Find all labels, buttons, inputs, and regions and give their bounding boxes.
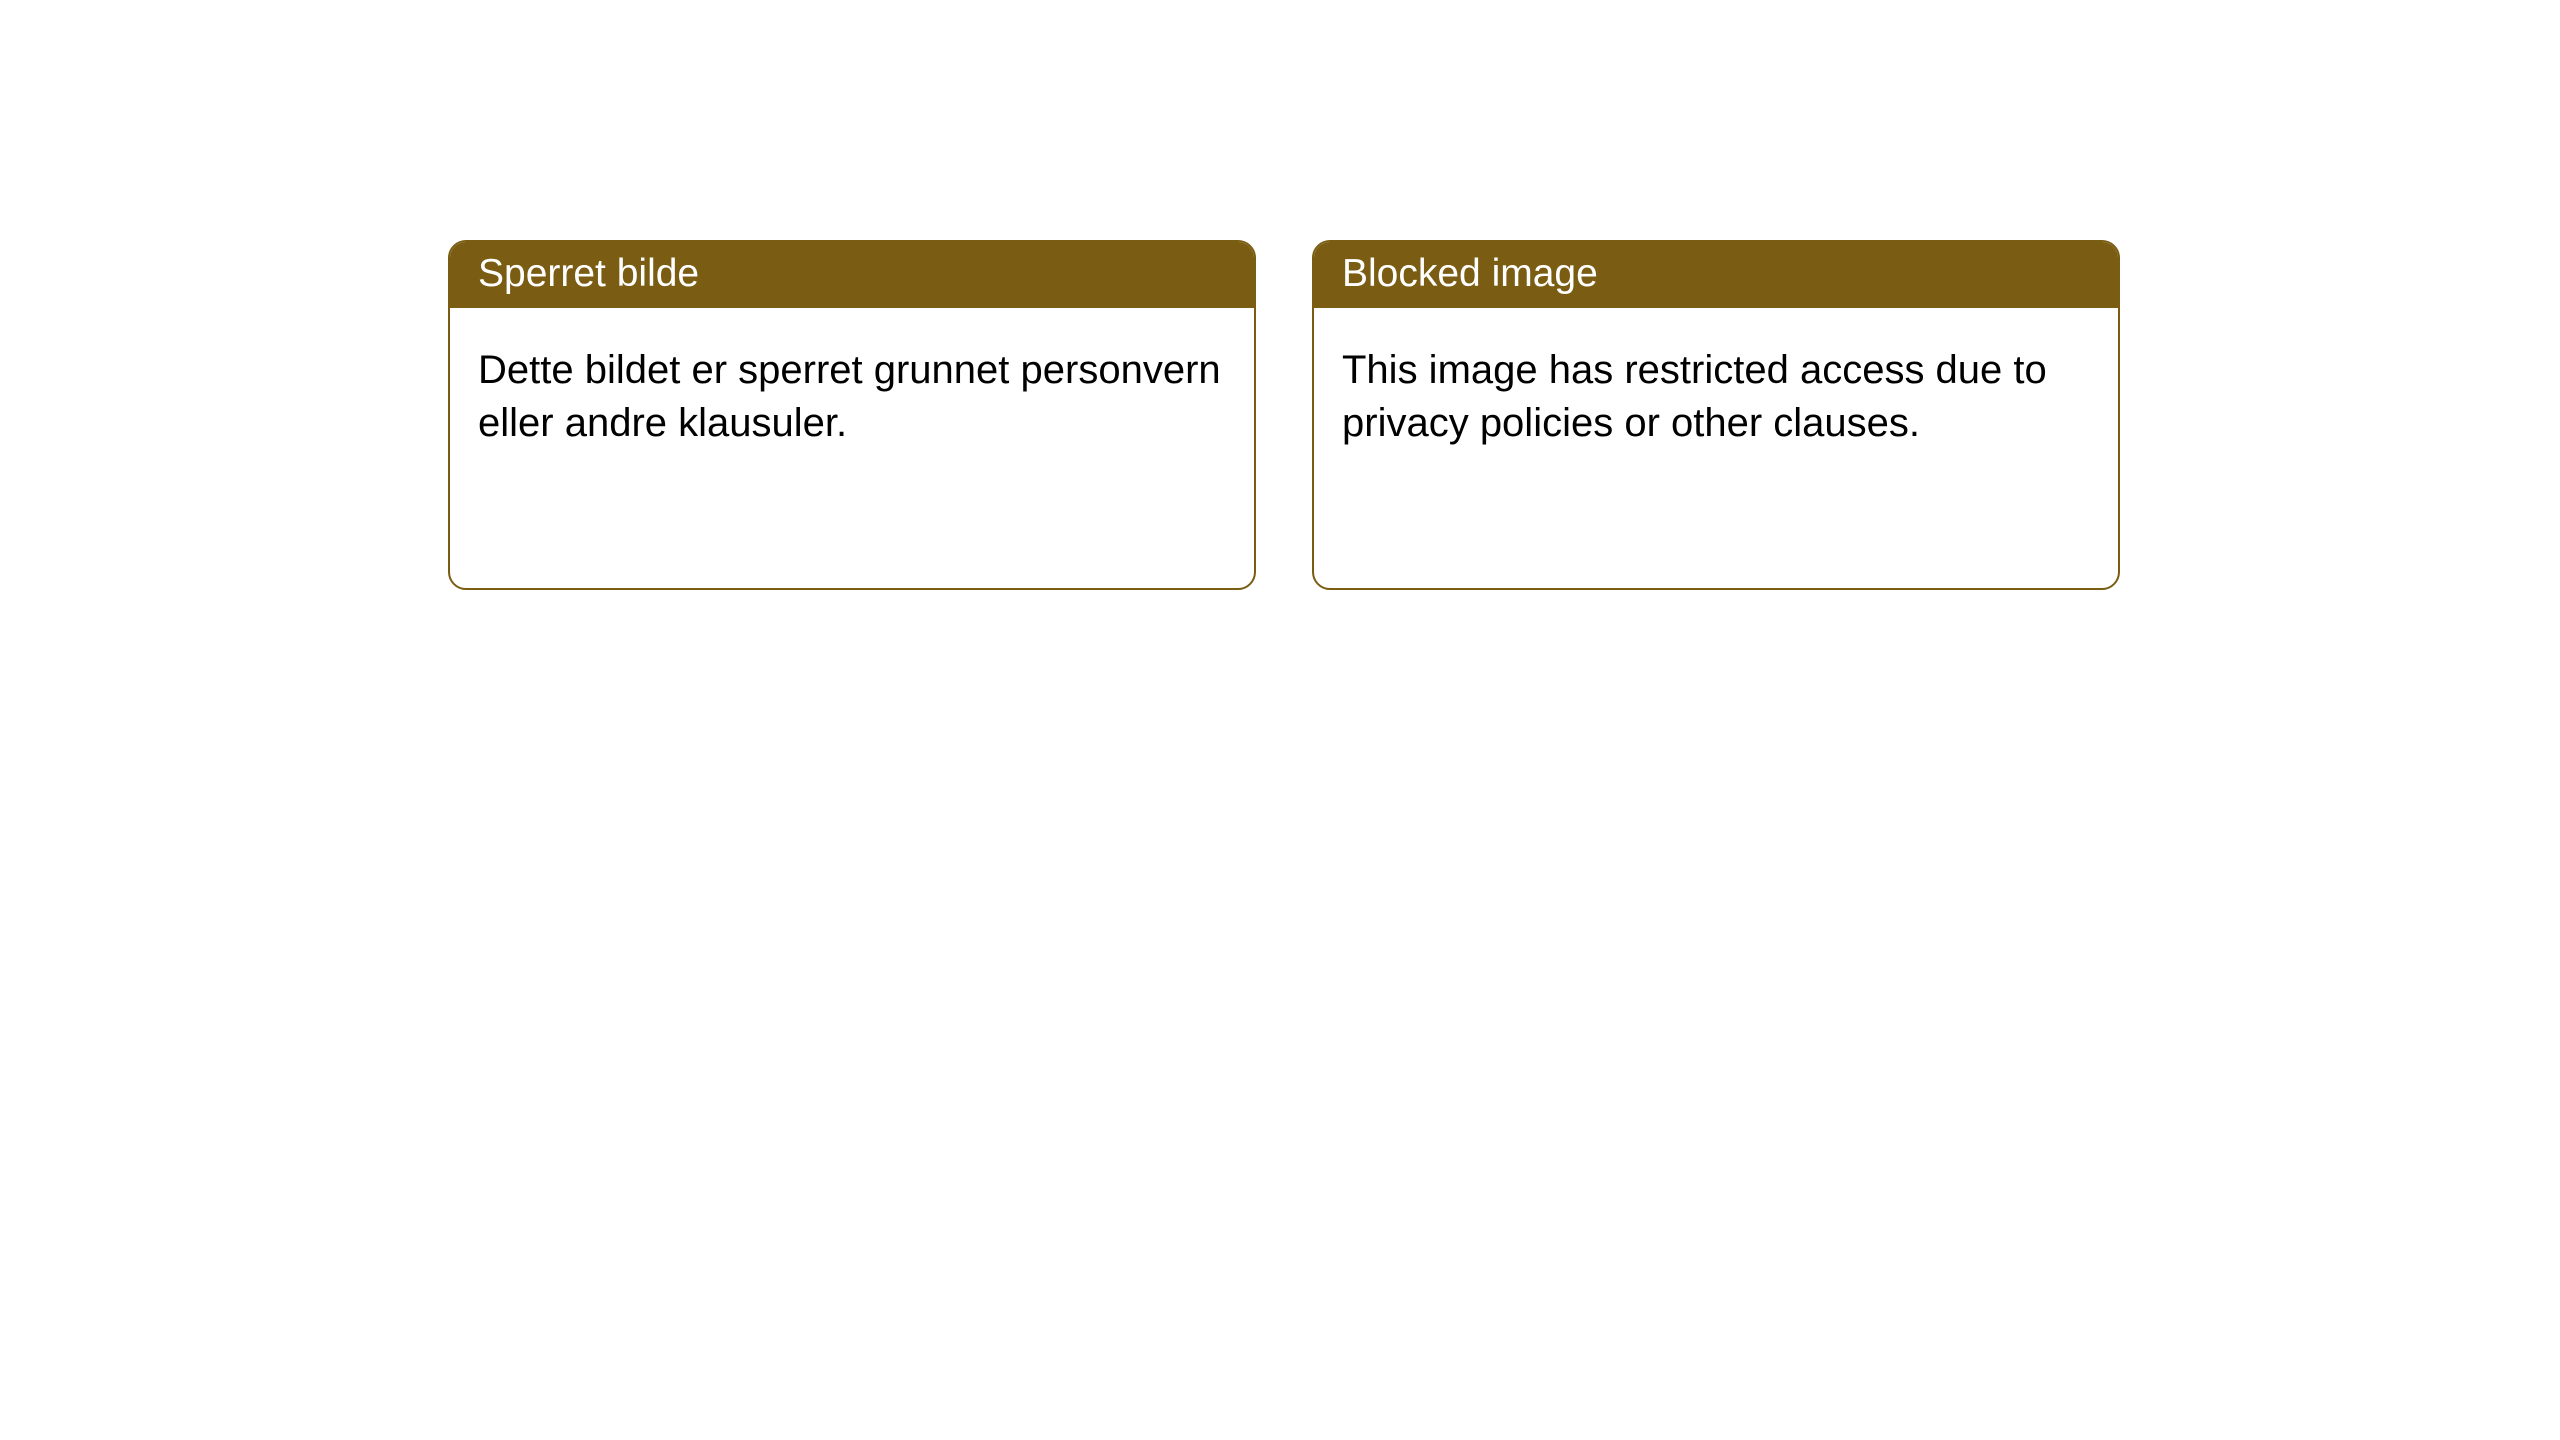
notice-body: This image has restricted access due to … <box>1314 308 2118 588</box>
notice-card-norwegian: Sperret bilde Dette bildet er sperret gr… <box>448 240 1256 590</box>
notice-card-english: Blocked image This image has restricted … <box>1312 240 2120 590</box>
notice-header: Blocked image <box>1314 242 2118 308</box>
notice-header: Sperret bilde <box>450 242 1254 308</box>
notice-container: Sperret bilde Dette bildet er sperret gr… <box>0 0 2560 590</box>
notice-body: Dette bildet er sperret grunnet personve… <box>450 308 1254 588</box>
